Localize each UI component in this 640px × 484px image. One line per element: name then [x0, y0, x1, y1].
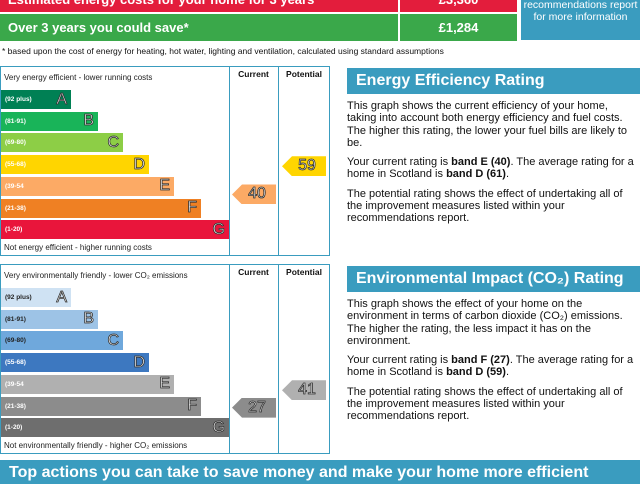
band-range: (1-20): [5, 226, 23, 234]
band-letter: G: [212, 418, 225, 436]
chart-frame: [0, 264, 330, 454]
text: .: [505, 366, 510, 379]
rating-text: band D (59): [446, 366, 506, 379]
band-letter: A: [56, 288, 67, 306]
band: (1-20) G: [1, 220, 229, 240]
paragraph: This graph shows the current efficiency …: [347, 100, 635, 149]
top-label: Very environmentally friendly - lower CO…: [4, 271, 188, 280]
text: . The average rating for a home in Scotl…: [347, 354, 634, 379]
band-letter: E: [159, 375, 170, 393]
band: (55-68) D: [1, 155, 149, 175]
band: (81-91) B: [1, 309, 98, 329]
current-rating: 40: [232, 184, 276, 205]
saving-value: £1,284: [400, 14, 517, 41]
column: [278, 66, 330, 256]
rating-text: band D (61): [446, 168, 506, 181]
band: (69-80) C: [1, 331, 123, 351]
band-letter: B: [83, 310, 94, 328]
cost-label: Estimated energy costs for your home for…: [0, 0, 398, 12]
column-head: Potential: [286, 69, 322, 79]
paragraph: This graph shows the effect of your home…: [347, 298, 635, 347]
band-range: (55-68): [5, 161, 26, 169]
saving-label: Over 3 years you could save*: [0, 14, 398, 41]
band-letter: F: [187, 199, 198, 217]
energy-chart: Current Potential Very energy efficient - …: [0, 66, 330, 256]
band: (21-38) F: [1, 396, 201, 416]
text: Your current rating is: [347, 354, 452, 367]
potential-rating: 59: [282, 156, 326, 177]
rating-text: band E (40): [451, 156, 511, 169]
cost-value: £3,360: [400, 0, 517, 12]
current-rating: 27: [232, 397, 276, 418]
column: [278, 264, 330, 454]
band-range: (39-54: [5, 380, 24, 388]
band-letter: D: [133, 353, 145, 371]
band-range: (69-80): [5, 337, 26, 345]
band-range: (21-38): [5, 204, 26, 212]
paragraph: The potential rating shows the effect of…: [347, 188, 635, 225]
band-range: (92 plus): [5, 294, 32, 301]
chart-frame: [0, 66, 330, 256]
note: recommendations report for more informat…: [521, 0, 640, 40]
band-letter: B: [83, 112, 94, 130]
band-letter: A: [56, 90, 67, 108]
text: . The average rating for a home in Scotl…: [347, 156, 634, 181]
env-chart: Current Potential Very environmentally fri…: [0, 264, 330, 454]
top-label: Very energy efficient - lower running co…: [4, 73, 153, 82]
env-title: Environmental Impact (CO₂) Rating: [347, 266, 640, 292]
banner: Top actions you can take to save money a…: [0, 460, 640, 484]
text: This graph shows the current efficiency …: [347, 100, 628, 149]
bottom-label: Not energy efficient - higher running co…: [4, 243, 152, 252]
text: The potential rating shows the effect of…: [347, 385, 623, 423]
band-letter: G: [212, 220, 225, 238]
band-range: (69-80): [5, 139, 26, 147]
column-head: Current: [238, 267, 269, 277]
band-range: (55-68): [5, 359, 26, 367]
band-range: (92 plus): [5, 96, 32, 103]
text: This graph shows the effect of your home…: [347, 298, 623, 347]
band-range: (1-20): [5, 424, 23, 432]
band: (21-38) F: [1, 198, 201, 218]
paragraph: Your current rating is band E (40). The …: [347, 156, 635, 181]
text: The potential rating shows the effect of…: [347, 187, 623, 225]
energy-text: This graph shows the current efficiency …: [347, 100, 635, 232]
paragraph: Your current rating is band F (27). The …: [347, 354, 635, 379]
band-letter: E: [159, 177, 170, 195]
band: (39-54 E: [1, 176, 174, 196]
text: Your current rating is: [347, 156, 452, 169]
band-letter: D: [133, 155, 145, 173]
column-head: Potential: [286, 267, 322, 277]
env-text: This graph shows the effect of your home…: [347, 298, 635, 430]
potential-rating: 41: [282, 380, 326, 401]
band: (1-20) G: [1, 418, 229, 438]
band-letter: C: [107, 133, 119, 151]
band-range: (21-38): [5, 402, 26, 410]
column: [229, 66, 278, 256]
band: (55-68) D: [1, 353, 149, 373]
footnote: * based upon the cost of energy for heat…: [2, 46, 444, 56]
band: (81-91) B: [1, 111, 98, 131]
band: (69-80) C: [1, 133, 123, 153]
band: (92 plus) A: [1, 288, 71, 307]
column: [229, 264, 278, 454]
band: (39-54 E: [1, 374, 174, 394]
band-range: (39-54: [5, 182, 24, 190]
band: (92 plus) A: [1, 90, 71, 109]
band-range: (81-91): [5, 315, 26, 323]
band-letter: C: [107, 331, 119, 349]
paragraph: The potential rating shows the effect of…: [347, 386, 635, 423]
energy-title: Energy Efficiency Rating: [347, 68, 640, 94]
band-range: (81-91): [5, 117, 26, 125]
bottom-label: Not environmentally friendly - higher CO…: [4, 441, 188, 450]
text: .: [505, 168, 510, 181]
column-head: Current: [238, 69, 269, 79]
rating-text: band F (27): [451, 354, 510, 367]
band-letter: F: [187, 397, 198, 415]
